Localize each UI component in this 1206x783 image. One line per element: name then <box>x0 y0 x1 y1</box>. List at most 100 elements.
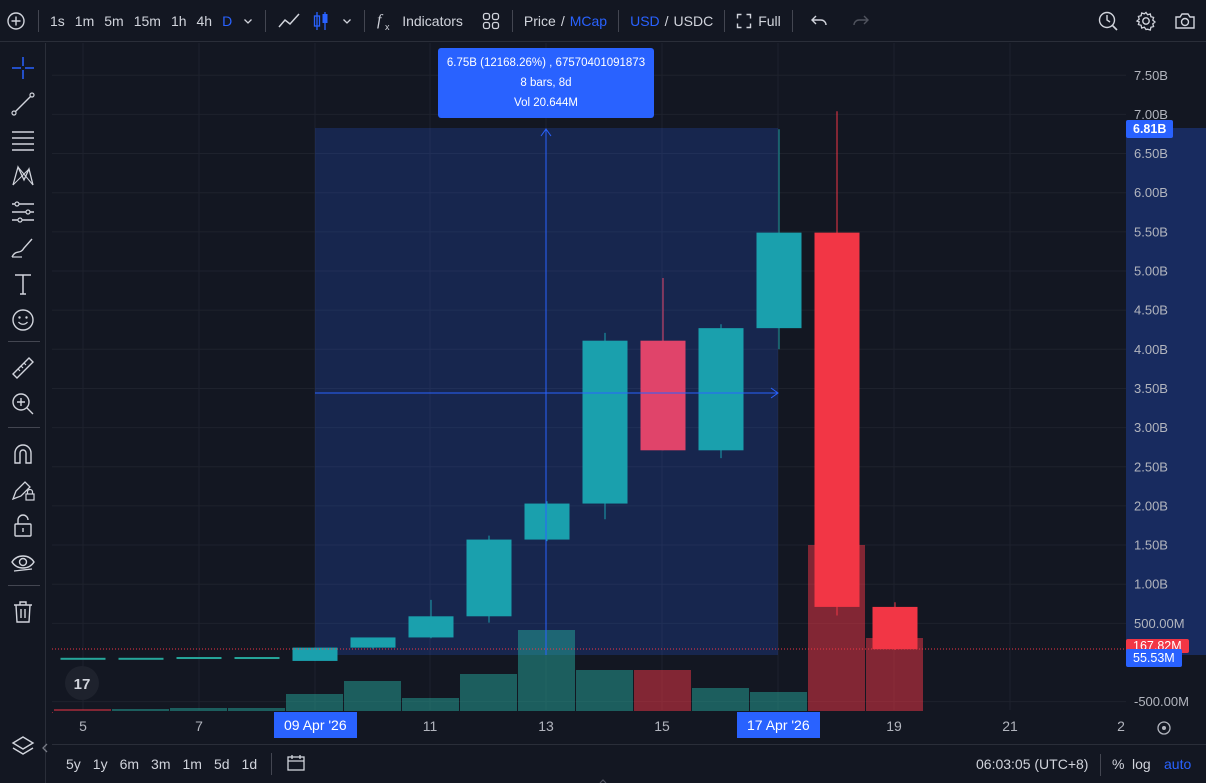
price-axis-label: 2.50B <box>1134 459 1168 474</box>
measure-tooltip-volume: Vol 20.644M <box>514 97 578 109</box>
candle[interactable] <box>756 129 802 350</box>
go-to-date-button[interactable] <box>280 753 312 776</box>
percent-toggle[interactable]: % <box>1112 756 1125 772</box>
price-axis-label: 5.50B <box>1134 224 1168 239</box>
text-tool[interactable] <box>10 271 36 297</box>
lock-drawing-tool[interactable] <box>10 477 36 503</box>
range-6m[interactable]: 6m <box>119 756 140 772</box>
time-axis-label: 13 <box>538 718 554 734</box>
currency-toggle[interactable]: USD / USDC <box>625 6 718 36</box>
auto-toggle[interactable]: auto <box>1164 756 1192 772</box>
measure-tool[interactable] <box>10 355 36 381</box>
pattern-icon <box>12 165 34 186</box>
price-axis-ticks: 7.50B 7.00B 6.50B 6.00B 5.50B 5.00B 4.50B 4.00B… <box>1134 68 1189 709</box>
candle[interactable] <box>582 332 628 520</box>
price-axis-label: 3.50B <box>1134 381 1168 396</box>
candle[interactable] <box>60 657 106 660</box>
volume-bar <box>692 688 749 711</box>
layouts-button[interactable] <box>476 6 506 36</box>
interval-5m[interactable]: 5m <box>104 12 124 29</box>
range-3m[interactable]: 3m <box>151 756 171 772</box>
candle[interactable] <box>814 111 860 616</box>
candle-body <box>234 657 280 660</box>
lock-all-tool[interactable] <box>10 513 36 539</box>
range-5d[interactable]: 5d <box>213 756 230 772</box>
candle-body <box>466 539 512 617</box>
chart-type-dropdown[interactable] <box>336 6 358 36</box>
interval-1s[interactable]: 1s <box>50 12 65 29</box>
settings-button[interactable] <box>1130 6 1162 36</box>
trend-line-tool[interactable] <box>10 91 36 117</box>
candle[interactable] <box>176 657 222 660</box>
brush-tool[interactable] <box>10 235 36 261</box>
forecast-tool[interactable] <box>10 199 36 225</box>
pencil-lock-icon <box>11 481 35 501</box>
fullscreen-button[interactable]: Full <box>731 6 786 36</box>
volume-bar <box>750 692 807 711</box>
trash-icon <box>14 601 32 623</box>
candle[interactable] <box>350 637 396 650</box>
candle[interactable] <box>408 599 454 639</box>
tradingview-logo[interactable]: 17 <box>65 666 99 700</box>
candle[interactable] <box>118 657 164 660</box>
quick-search-button[interactable] <box>1092 6 1124 36</box>
candlestick-chart[interactable]: 7.50B 7.00B 6.50B 6.00B 5.50B 5.00B 4.50B 4.00B… <box>52 43 1206 743</box>
screenshot-button[interactable] <box>1168 6 1202 36</box>
magnet-tool[interactable] <box>10 441 36 467</box>
interval-d[interactable]: D <box>222 12 233 29</box>
price-mcap-toggle[interactable]: Price / MCap <box>519 6 612 36</box>
candle[interactable] <box>524 501 570 542</box>
redo-button[interactable] <box>847 6 875 36</box>
log-toggle[interactable]: log <box>1132 756 1151 772</box>
time-axis-label: 5 <box>79 718 87 734</box>
interval-dropdown[interactable] <box>237 6 259 36</box>
clock-display[interactable]: 06:03:05 (UTC+8) <box>976 756 1089 772</box>
emoji-tool[interactable] <box>10 307 36 333</box>
lock-icon <box>14 514 32 537</box>
range-1y[interactable]: 1y <box>92 756 108 772</box>
price-axis-label: 6.50B <box>1134 146 1168 161</box>
pattern-tool[interactable] <box>10 163 36 189</box>
candle[interactable] <box>640 278 686 451</box>
text-icon <box>15 274 31 295</box>
fib-tool[interactable] <box>10 127 36 153</box>
candle[interactable] <box>234 657 280 660</box>
range-1m[interactable]: 1m <box>182 756 202 772</box>
object-tree-button[interactable] <box>10 733 36 759</box>
gear-icon <box>1135 11 1156 31</box>
price-scale-highlight <box>1126 128 1206 655</box>
volume-bar <box>54 709 111 711</box>
candle[interactable] <box>698 324 744 459</box>
candle[interactable] <box>292 647 338 661</box>
candle[interactable] <box>466 535 512 623</box>
interval-1m[interactable]: 1m <box>74 12 95 29</box>
range-1d[interactable]: 1d <box>241 756 258 772</box>
crosshair-tool[interactable] <box>10 55 36 81</box>
candle[interactable] <box>872 602 918 650</box>
zoom-tool[interactable] <box>10 391 36 417</box>
collapse-toolbar-button[interactable] <box>40 735 50 761</box>
divider <box>8 585 40 586</box>
price-axis-label: 7.00B <box>1134 107 1168 122</box>
price-axis-label: 500.00M <box>1134 616 1185 631</box>
axis-settings-button[interactable] <box>1157 721 1171 735</box>
candle-body <box>814 232 860 607</box>
volume-bar <box>344 681 401 711</box>
interval-1h[interactable]: 1h <box>170 12 187 29</box>
svg-text:x: x <box>385 22 390 32</box>
undo-button[interactable] <box>805 6 833 36</box>
interval-4h[interactable]: 4h <box>196 12 213 29</box>
line-chart-button[interactable] <box>272 6 306 36</box>
candles-chart-button[interactable] <box>306 6 336 36</box>
range-5y[interactable]: 5y <box>66 756 81 772</box>
hide-drawings-tool[interactable] <box>10 549 36 575</box>
candles-icon <box>314 11 328 30</box>
interval-15m[interactable]: 15m <box>133 12 161 29</box>
undo-icon <box>810 15 827 25</box>
remove-drawings-tool[interactable] <box>10 599 36 625</box>
expand-panel-handle[interactable] <box>598 773 608 783</box>
add-symbol-button[interactable] <box>0 6 32 36</box>
svg-text:f: f <box>377 12 384 29</box>
